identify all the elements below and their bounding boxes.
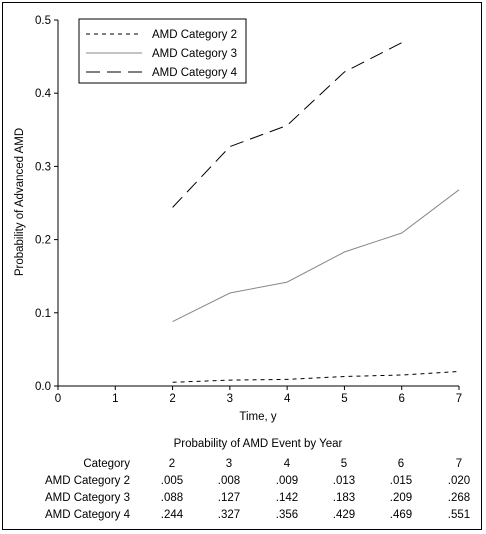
table-header-cell: 7 [456, 458, 462, 470]
y-axis-label: Probability of Advanced AMD [14, 128, 26, 276]
table-header-cell: 4 [284, 458, 291, 470]
table-cell: .551 [448, 509, 470, 521]
series-line [172, 370, 460, 383]
table-cell: .429 [333, 509, 355, 521]
x-tick-label: 2 [169, 393, 175, 405]
table-cell: .268 [448, 492, 470, 504]
table-header-cell: 3 [226, 458, 232, 470]
chart-axes: 0 1 2 3 4 5 6 7 0.0 0.1 0.2 0.3 0.4 0.5 [35, 15, 462, 405]
table-cell: AMD Category 2 [45, 475, 130, 487]
x-tick-label: 4 [284, 393, 291, 405]
legend-box [78, 18, 247, 84]
table-cell: .183 [333, 492, 355, 504]
table-cell: .015 [390, 475, 412, 487]
y-tick-label: 0.3 [35, 161, 51, 173]
series-line [172, 189, 460, 323]
y-tick-label: 0.0 [35, 381, 51, 393]
series-line [172, 42, 402, 208]
table-header-cell: 6 [398, 458, 404, 470]
x-tick-label: 0 [55, 393, 61, 405]
y-tick-label: 0.2 [35, 235, 51, 247]
table-cell: .005 [161, 475, 183, 487]
y-tick-label: 0.4 [35, 88, 52, 100]
table-cell: .356 [276, 509, 298, 521]
x-tick-label: 6 [399, 393, 405, 405]
table-cell: .020 [448, 475, 470, 487]
table-cell: .009 [276, 475, 298, 487]
table-cell: .142 [276, 492, 298, 504]
table-header-cell: 2 [169, 458, 175, 470]
data-table: Category 2 3 4 5 6 7 AMD Category 2 .005 .008 .009… [45, 458, 470, 521]
x-tick-label: 5 [341, 393, 347, 405]
table-cell: .008 [218, 475, 240, 487]
x-tick-label: 1 [112, 393, 118, 405]
x-axis-label: Time, y [239, 411, 277, 423]
table-cell: .469 [390, 509, 412, 521]
table-header-cell: 5 [341, 458, 347, 470]
x-tick-label: 7 [456, 393, 462, 405]
table-cell: .327 [218, 509, 240, 521]
table-cell: AMD Category 4 [45, 509, 131, 521]
legend-label: AMD Category 4 [152, 67, 238, 79]
chart-legend: AMD Category 2 AMD Category 3 AMD Category… [78, 18, 247, 84]
figure-frame [2, 2, 482, 530]
y-tick-label: 0.1 [35, 308, 51, 320]
y-tick-label: 0.5 [35, 15, 51, 27]
table-cell: .244 [161, 509, 184, 521]
table-title: Probability of AMD Event by Year [174, 438, 343, 450]
table-cell: .013 [333, 475, 355, 487]
legend-label: AMD Category 2 [152, 29, 237, 41]
chart-series [172, 42, 460, 383]
table-cell: .127 [218, 492, 240, 504]
table-header-cell: Category [83, 458, 130, 470]
table-cell: .209 [390, 492, 412, 504]
legend-label: AMD Category 3 [152, 48, 237, 60]
x-tick-label: 3 [227, 393, 233, 405]
table-cell: AMD Category 3 [45, 492, 130, 504]
table-cell: .088 [161, 492, 183, 504]
